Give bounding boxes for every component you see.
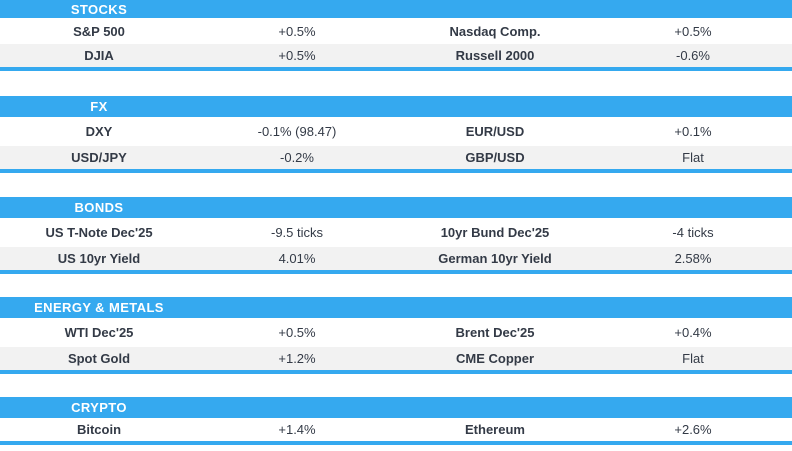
instrument-value: +0.5% — [674, 23, 712, 39]
instrument-value: 4.01% — [278, 251, 316, 266]
section-title: CRYPTO — [71, 400, 127, 415]
instrument-value: -4 ticks — [672, 225, 714, 240]
instrument-name: CME Copper — [456, 351, 534, 366]
instrument-value: +0.1% — [674, 124, 712, 139]
section-underline — [0, 441, 792, 445]
instrument-value: +0.5% — [278, 325, 316, 340]
section-fx: FX DXY -0.1% (98.47) EUR/USD +0.1% USD/J… — [0, 96, 792, 173]
section-title: BONDS — [74, 200, 124, 215]
instrument-name: DXY — [85, 124, 113, 139]
section-underline — [0, 169, 792, 173]
table-row: US T-Note Dec'25 -9.5 ticks 10yr Bund De… — [0, 218, 792, 247]
instrument-value: +0.4% — [674, 325, 712, 340]
instrument-value: -9.5 ticks — [270, 225, 323, 240]
instrument-name: Bitcoin — [76, 422, 122, 437]
section-stocks: STOCKS S&P 500 +0.5% Nasdaq Comp. +0.5% … — [0, 0, 792, 71]
section-header-bonds: BONDS — [0, 197, 792, 218]
section-header-energy-metals: ENERGY & METALS — [0, 297, 792, 318]
instrument-name: Russell 2000 — [455, 48, 535, 63]
section-header-fx: FX — [0, 96, 792, 117]
table-row: DXY -0.1% (98.47) EUR/USD +0.1% — [0, 117, 792, 146]
instrument-name: S&P 500 — [73, 23, 125, 39]
table-row: USD/JPY -0.2% GBP/USD Flat — [0, 146, 792, 169]
section-header-stocks: STOCKS — [0, 0, 792, 18]
section-bonds: BONDS US T-Note Dec'25 -9.5 ticks 10yr B… — [0, 197, 792, 274]
instrument-name: DJIA — [84, 48, 114, 63]
instrument-value: +2.6% — [674, 422, 712, 437]
table-row: US 10yr Yield 4.01% German 10yr Yield 2.… — [0, 247, 792, 270]
instrument-value: -0.6% — [676, 48, 710, 63]
instrument-name: US 10yr Yield — [57, 251, 141, 266]
instrument-value: +0.5% — [278, 48, 316, 63]
instrument-name: Spot Gold — [67, 351, 131, 366]
instrument-name: WTI Dec'25 — [64, 325, 134, 340]
section-underline — [0, 370, 792, 374]
table-row: WTI Dec'25 +0.5% Brent Dec'25 +0.4% — [0, 318, 792, 347]
section-title: FX — [90, 99, 108, 114]
instrument-name: 10yr Bund Dec'25 — [440, 225, 550, 240]
section-underline — [0, 270, 792, 274]
instrument-value: +0.5% — [278, 23, 316, 39]
instrument-value: 2.58% — [674, 251, 712, 266]
instrument-name: EUR/USD — [465, 124, 525, 139]
section-title: ENERGY & METALS — [34, 300, 164, 315]
table-row: S&P 500 +0.5% Nasdaq Comp. +0.5% — [0, 18, 792, 44]
instrument-name: USD/JPY — [71, 150, 127, 165]
table-row: Spot Gold +1.2% CME Copper Flat — [0, 347, 792, 370]
instrument-name: Ethereum — [465, 422, 525, 437]
section-title: STOCKS — [70, 1, 128, 17]
section-underline — [0, 67, 792, 71]
section-crypto: CRYPTO Bitcoin +1.4% Ethereum +2.6% — [0, 397, 792, 445]
table-row: DJIA +0.5% Russell 2000 -0.6% — [0, 44, 792, 67]
section-header-crypto: CRYPTO — [0, 397, 792, 418]
instrument-name: GBP/USD — [465, 150, 525, 165]
instrument-name: German 10yr Yield — [438, 251, 552, 266]
instrument-value: -0.2% — [280, 150, 314, 165]
instrument-value: +1.4% — [278, 422, 316, 437]
instrument-name: Nasdaq Comp. — [449, 23, 541, 39]
instrument-value: -0.1% (98.47) — [257, 124, 337, 139]
instrument-value: Flat — [682, 351, 704, 366]
instrument-name: Brent Dec'25 — [455, 325, 535, 340]
table-row: Bitcoin +1.4% Ethereum +2.6% — [0, 418, 792, 441]
instrument-value: +1.2% — [278, 351, 316, 366]
instrument-value: Flat — [682, 150, 704, 165]
instrument-name: US T-Note Dec'25 — [45, 225, 153, 240]
section-energy-metals: ENERGY & METALS WTI Dec'25 +0.5% Brent D… — [0, 297, 792, 374]
